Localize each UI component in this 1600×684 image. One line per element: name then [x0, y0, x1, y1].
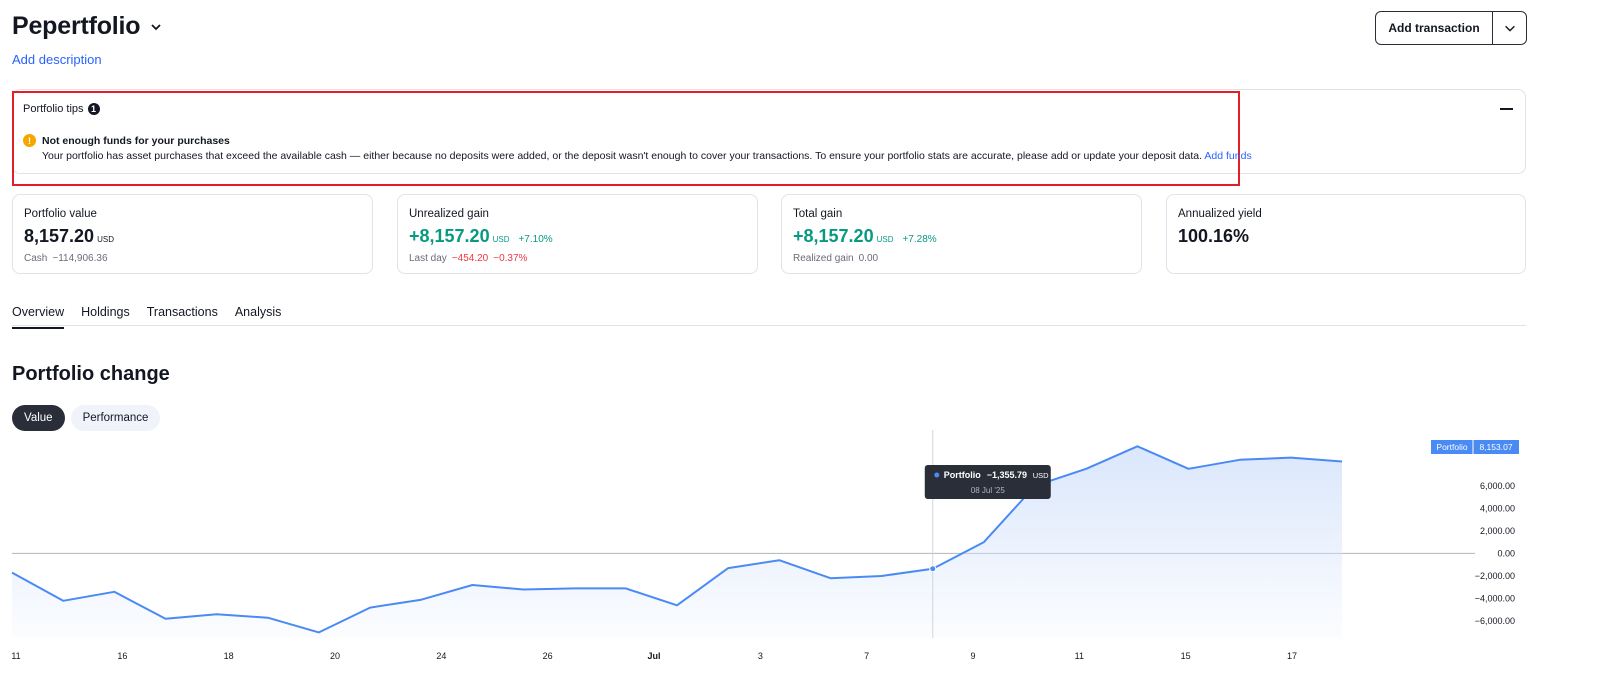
- last-value-series-name: Portfolio: [1436, 442, 1467, 452]
- stat-value-number: 100.16%: [1178, 226, 1250, 246]
- stat-sub-value: −454.20: [451, 253, 489, 264]
- tabs-divider: [12, 325, 1526, 326]
- stat-sub-label: Last day: [409, 253, 447, 264]
- stat-sub-pct: −0.37%: [493, 253, 528, 264]
- stat-value: +8,157.20 USD +7.28%: [793, 226, 937, 247]
- y-tick-label: 0.00: [1497, 548, 1515, 558]
- add-transaction-button[interactable]: Add transaction: [1388, 21, 1480, 35]
- add-transaction-dropdown[interactable]: [1492, 12, 1526, 44]
- warning-icon: !: [23, 134, 36, 147]
- tooltip-date: 08 Jul '25: [971, 486, 1006, 495]
- tooltip-series-name: Portfolio: [944, 470, 981, 480]
- warning-message-text: Your portfolio has asset purchases that …: [42, 150, 1203, 162]
- stat-value: 100.16%: [1178, 226, 1249, 247]
- portfolio-tips-header: Portfolio tips 1: [23, 103, 100, 115]
- value-pill[interactable]: Value: [12, 405, 65, 431]
- tab-transactions[interactable]: Transactions: [146, 305, 218, 319]
- x-tick-label: 3: [758, 651, 763, 661]
- hover-point: [929, 565, 937, 573]
- warning-row: ! Not enough funds for your purchases: [23, 134, 230, 147]
- stat-card-total-gain: Total gain +8,157.20 USD +7.28% Realized…: [781, 194, 1142, 274]
- tab-overview[interactable]: Overview: [12, 305, 65, 329]
- x-tick-label: 7: [864, 651, 869, 661]
- x-tick-label: 11: [11, 651, 20, 661]
- stat-sub-value: −114,906.36: [52, 253, 108, 264]
- page-title: Pepertfolio: [12, 12, 141, 40]
- stat-pct: +7.10%: [518, 234, 553, 245]
- stat-sub-label: Realized gain: [793, 253, 854, 264]
- stat-value-number: +8,157.20: [793, 226, 874, 246]
- x-tick-label: Jul: [647, 651, 660, 661]
- stat-label: Unrealized gain: [409, 208, 489, 220]
- tooltip-series-dot: [934, 472, 940, 478]
- add-transaction-split-button: Add transaction: [1375, 11, 1527, 45]
- tips-count-badge: 1: [87, 103, 100, 115]
- portfolio-title-row[interactable]: Pepertfolio: [12, 12, 164, 41]
- tooltip-value: −1,355.79: [987, 470, 1027, 480]
- portfolio-change-chart[interactable]: 6,000.00 4,000.00 2,000.00 0.00 −2,000.00 −4,…: [0, 430, 1600, 684]
- chart-mode-toggle: Value Performance: [12, 405, 161, 431]
- x-tick-label: 15: [1181, 651, 1191, 661]
- series-line-portfolio: [11, 445, 1343, 634]
- y-tick-label: 6,000.00: [1480, 481, 1515, 491]
- y-tick-label: −6,000.00: [1475, 616, 1515, 626]
- y-tick-label: −2,000.00: [1475, 571, 1515, 581]
- y-tick-label: 2,000.00: [1480, 526, 1515, 536]
- stat-value-number: 8,157.20: [24, 226, 95, 246]
- x-tick-label: 24: [436, 651, 446, 661]
- stat-value-number: +8,157.20: [409, 226, 490, 246]
- stat-sub: Last day −454.20 −0.37%: [409, 253, 527, 264]
- stat-unit: USD: [876, 235, 894, 244]
- x-tick-label: 26: [543, 651, 553, 661]
- stat-card-portfolio-value: Portfolio value 8,157.20 USD Cash −114,9…: [12, 194, 373, 274]
- x-tick-label: 9: [970, 651, 975, 661]
- highlight-box: [12, 91, 1240, 186]
- collapse-tips-button[interactable]: [1498, 104, 1514, 114]
- stat-card-unrealized-gain: Unrealized gain +8,157.20 USD +7.10% Las…: [397, 194, 758, 274]
- portfolio-tips-title: Portfolio tips: [23, 103, 84, 115]
- portfolio-tabs: Overview Holdings Transactions Analysis: [12, 305, 281, 329]
- stat-label: Total gain: [793, 208, 843, 220]
- last-value-label-box: [1431, 440, 1519, 454]
- tooltip-box: [924, 465, 1051, 499]
- x-tick-label: 20: [330, 651, 340, 661]
- performance-pill[interactable]: Performance: [70, 405, 161, 431]
- tab-holdings[interactable]: Holdings: [81, 305, 130, 319]
- add-funds-link[interactable]: Add funds: [1204, 150, 1252, 162]
- x-tick-label: 18: [224, 651, 234, 661]
- stat-card-annualized-yield: Annualized yield 100.16%: [1166, 194, 1526, 274]
- x-tick-label: 16: [117, 651, 127, 661]
- chevron-down-icon: [1504, 25, 1515, 32]
- stat-label: Portfolio value: [24, 208, 97, 220]
- minus-icon: [1499, 108, 1513, 110]
- stat-unit: USD: [492, 235, 510, 244]
- stat-label: Annualized yield: [1178, 208, 1262, 220]
- stat-sub-value: 0.00: [858, 253, 879, 264]
- tab-analysis[interactable]: Analysis: [234, 305, 282, 319]
- warning-title: Not enough funds for your purchases: [42, 134, 230, 147]
- stat-value: +8,157.20 USD +7.10%: [409, 226, 553, 247]
- add-description-link[interactable]: Add description: [12, 52, 102, 67]
- last-value-text: 8,153.07: [1479, 442, 1512, 452]
- y-tick-label: 4,000.00: [1480, 503, 1515, 513]
- stat-sub-label: Cash: [24, 253, 48, 264]
- series-area: [12, 446, 1342, 638]
- stat-unit: USD: [97, 235, 114, 244]
- stat-pct: +7.28%: [902, 234, 937, 245]
- section-title: Portfolio change: [12, 363, 170, 385]
- x-tick-label: 11: [1075, 651, 1084, 661]
- stat-sub: Cash −114,906.36: [24, 253, 108, 264]
- tooltip-unit: USD: [1033, 471, 1049, 480]
- chevron-down-icon[interactable]: [148, 19, 164, 35]
- warning-message: Your portfolio has asset purchases that …: [42, 150, 1252, 162]
- y-tick-label: −4,000.00: [1475, 594, 1515, 604]
- stat-sub: Realized gain 0.00: [793, 253, 878, 264]
- x-tick-label: 17: [1287, 651, 1297, 661]
- stat-value: 8,157.20 USD: [24, 226, 114, 247]
